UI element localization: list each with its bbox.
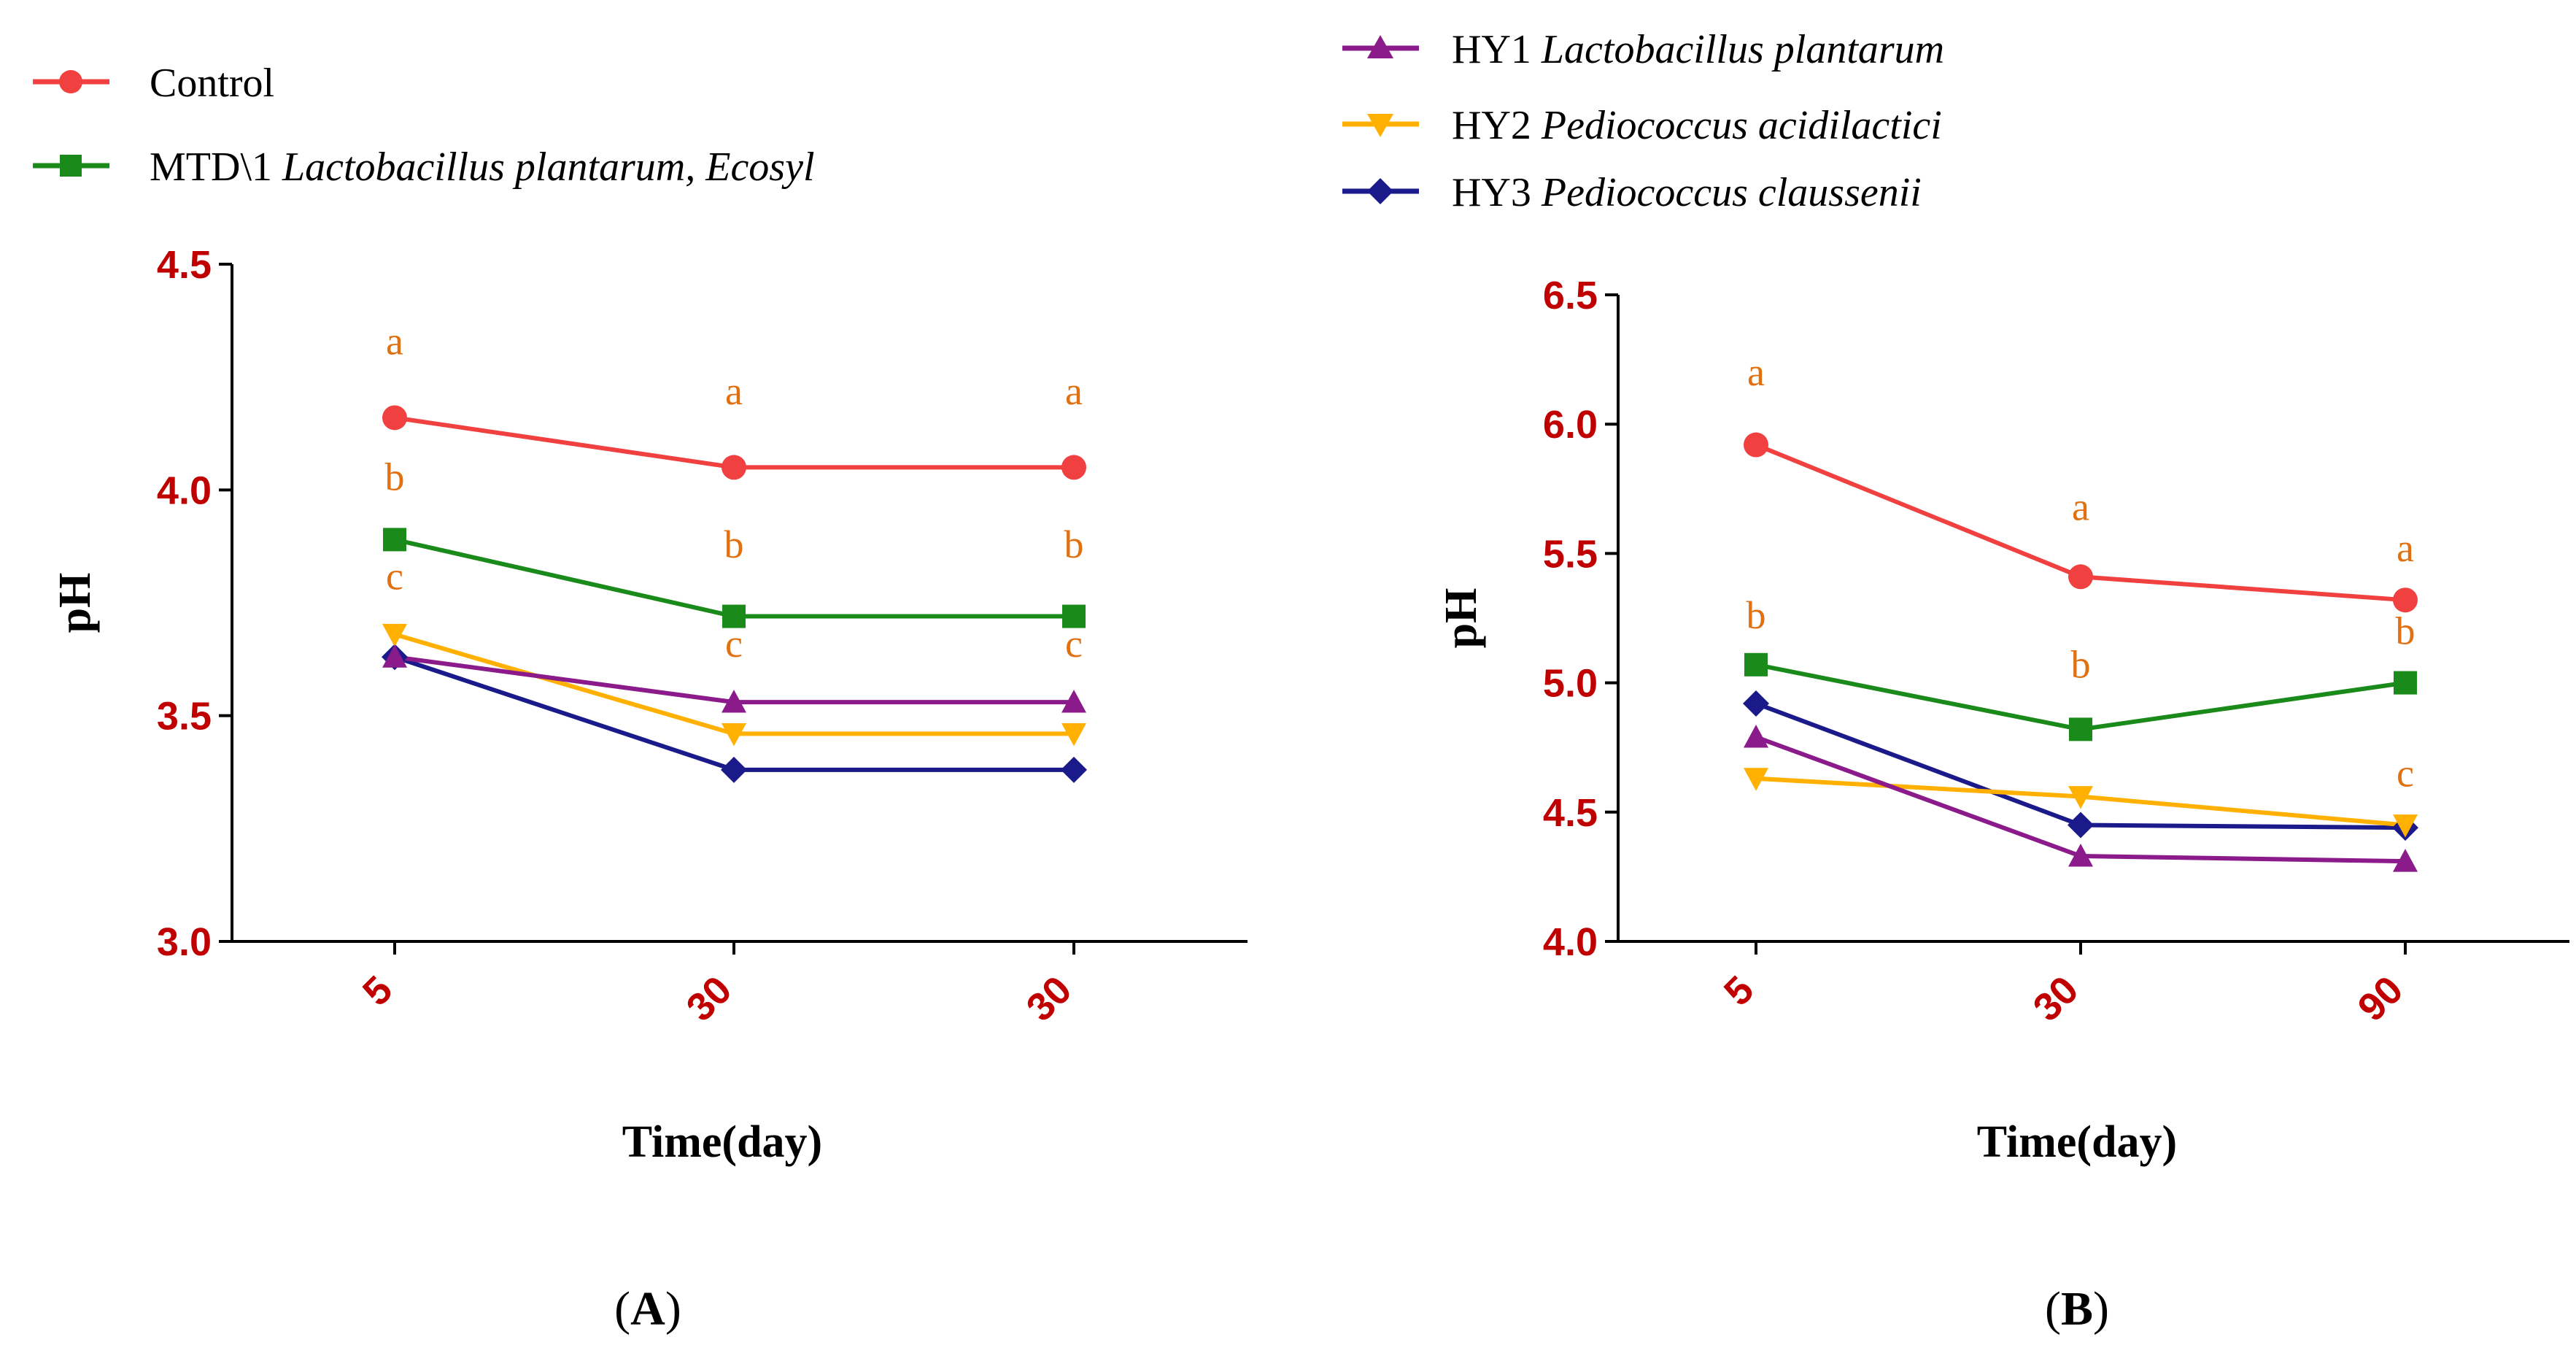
significance-letter: c (1065, 622, 1083, 666)
y-tick-label: 4.0 (1543, 920, 1598, 964)
legend-marker-control (59, 70, 82, 93)
legend-entry-mtd1: MTD\1 Lactobacillus plantarum, Ecosyl (33, 144, 815, 190)
data-point-hy2 (2068, 786, 2093, 809)
data-point-control (2393, 587, 2418, 613)
significance-letter: b (724, 523, 744, 566)
significance-letter: a (2072, 485, 2089, 528)
data-point-control (1061, 455, 1086, 480)
legend-entry-hy1: HY1 Lactobacillus plantarum (1342, 27, 1944, 72)
significance-letter: b (2071, 643, 2091, 687)
legend-label-mtd1: MTD\1 Lactobacillus plantarum, Ecosyl (150, 144, 815, 190)
significance-letter: b (385, 455, 405, 498)
y-tick-label: 4.5 (1543, 791, 1598, 835)
data-point-hy1 (382, 644, 407, 668)
data-point-mtd1 (1062, 604, 1086, 628)
legend-entry-control: Control (33, 61, 274, 106)
significance-letter: c (725, 622, 743, 666)
data-point-hy1 (722, 690, 746, 713)
legend-marker-mtd1 (60, 155, 82, 177)
significance-letter: c (2397, 751, 2414, 795)
data-point-hy2 (1744, 768, 1768, 791)
y-tick-label: 5.0 (1543, 662, 1598, 706)
data-point-hy2 (722, 722, 746, 747)
series-line-hy3 (394, 655, 1074, 772)
y-tick-label: 6.0 (1543, 403, 1598, 447)
significance-letter: b (1064, 523, 1084, 566)
data-point-hy3 (2068, 812, 2094, 839)
data-point-hy3 (721, 756, 747, 783)
x-axis-title: Time(day) (1977, 1117, 2177, 1167)
x-tick-label: 90 (2350, 968, 2412, 1030)
data-point-hy2 (382, 623, 407, 647)
x-tick-label: 30 (678, 968, 740, 1030)
significance-letter: b (1747, 593, 1766, 637)
panel-label: (B) (2045, 1282, 2109, 1336)
y-tick-label: 5.5 (1543, 532, 1598, 576)
data-point-mtd1 (722, 604, 746, 628)
legend-entry-hy2: HY2 Pediococcus acidilactici (1342, 103, 1942, 148)
significance-letter: b (2396, 609, 2416, 652)
significance-letter: a (725, 369, 743, 413)
data-point-hy1 (1744, 725, 1768, 748)
panel-b: 4.04.55.05.56.06.55 30 90pHTime(day)aaabbb… (1436, 274, 2569, 1336)
data-point-hy3 (1743, 690, 1769, 717)
y-tick-label: 4.0 (157, 469, 212, 512)
data-point-hy1 (1061, 690, 1086, 713)
y-axis-title: pH (1436, 588, 1486, 649)
y-tick-label: 4.5 (157, 243, 212, 287)
legend-marker-hy2 (1367, 114, 1393, 137)
panel-a: 3.0 3.5 4.0 4.5 5 30 30 pH Time(day) a a a b b b c c c (A) (50, 243, 1248, 1336)
x-tick-label: 5 (1716, 968, 1763, 1014)
significance-letter: a (1065, 369, 1083, 413)
x-tick-label: 30 (1018, 968, 1080, 1030)
data-point-hy2 (1061, 722, 1086, 747)
data-point-control (2068, 564, 2093, 590)
data-point-hy2 (2393, 814, 2418, 838)
legend-label-hy3: HY3 Pediococcus claussenii (1452, 170, 1922, 215)
data-point-mtd1 (383, 528, 406, 552)
legend-label-hy2: HY2 Pediococcus acidilactici (1452, 103, 1942, 148)
data-point-hy1 (2068, 844, 2093, 867)
legend-right: HY1 Lactobacillus plantarum HY2 Pediococ… (1342, 27, 1944, 215)
significance-letter: a (2397, 526, 2414, 570)
data-point-control (722, 455, 746, 480)
y-tick-label: 6.5 (1543, 274, 1598, 317)
data-point-control (1744, 432, 1768, 458)
y-tick-label: 3.0 (157, 920, 212, 964)
y-tick-label: 3.5 (157, 695, 212, 739)
significance-letter: a (386, 320, 403, 363)
data-point-mtd1 (2069, 717, 2092, 741)
significance-letter: c (386, 554, 403, 598)
x-tick-label: 5 (355, 968, 401, 1014)
data-point-mtd1 (1744, 652, 1768, 677)
data-point-control (382, 405, 407, 431)
significance-letter: a (1747, 350, 1765, 394)
data-point-mtd1 (2394, 671, 2417, 695)
x-axis-title: Time(day) (622, 1117, 822, 1167)
legend-left: Control MTD\1 Lactobacillus plantarum, E… (33, 61, 815, 190)
x-tick-label: 30 (2025, 968, 2087, 1030)
legend-entry-hy3: HY3 Pediococcus claussenii (1342, 170, 1922, 215)
panel-label: (A) (614, 1282, 681, 1336)
y-axis-title: pH (50, 573, 100, 633)
legend-marker-hy1 (1367, 35, 1393, 58)
legend-label-control: Control (150, 61, 274, 106)
legend-marker-hy3 (1367, 178, 1393, 204)
data-point-hy3 (1061, 756, 1087, 783)
legend-label-hy1: HY1 Lactobacillus plantarum (1452, 27, 1944, 72)
data-point-hy1 (2393, 849, 2418, 872)
